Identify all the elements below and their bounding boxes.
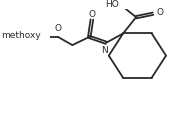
Text: O: O	[157, 8, 164, 17]
Text: N: N	[102, 46, 108, 55]
Text: HO: HO	[106, 0, 119, 9]
Text: O: O	[88, 10, 95, 19]
Text: methoxy: methoxy	[1, 31, 41, 40]
Text: O: O	[54, 24, 62, 33]
